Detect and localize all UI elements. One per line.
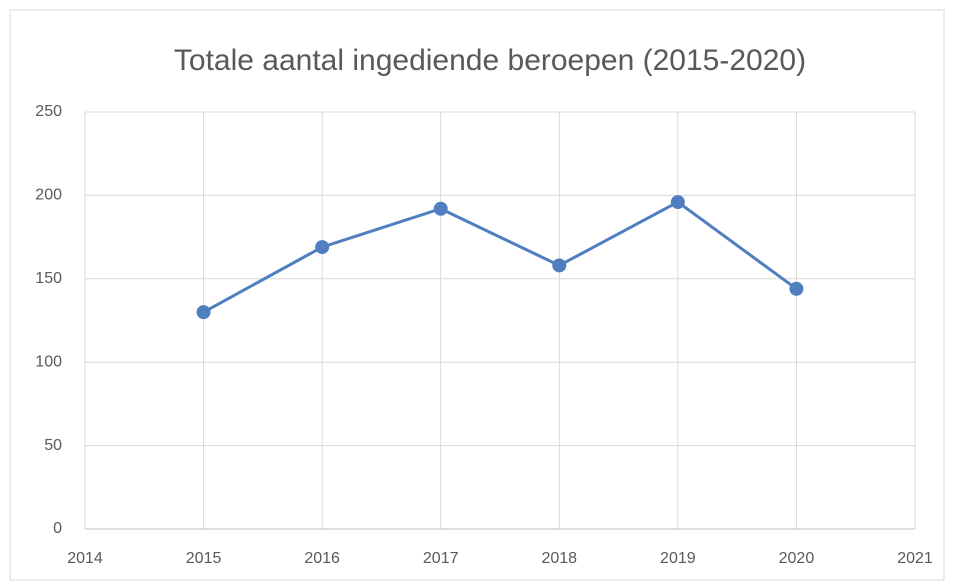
marker (196, 305, 211, 320)
marker (315, 240, 330, 255)
x-tick-label: 2015 (186, 550, 222, 567)
y-tick-label: 250 (35, 103, 62, 120)
chart-border (9, 9, 945, 581)
x-tick-label: 2021 (897, 550, 933, 567)
y-tick-label: 200 (35, 187, 62, 204)
x-tick-label: 2014 (67, 550, 103, 567)
marker (789, 281, 804, 296)
x-tick-label: 2019 (660, 550, 696, 567)
x-tick-label: 2020 (779, 550, 815, 567)
x-tick-label: 2016 (304, 550, 340, 567)
marker (670, 195, 685, 210)
x-tick-label: 2018 (541, 550, 577, 567)
chart-title: Totale aantal ingediende beroepen (2015-… (174, 44, 806, 77)
marker (552, 258, 567, 273)
y-tick-label: 100 (35, 353, 62, 370)
y-tick-label: 150 (35, 270, 62, 287)
x-tick-label: 2017 (423, 550, 459, 567)
marker (433, 201, 448, 216)
line (202, 200, 798, 314)
y-tick-label: 0 (53, 520, 62, 537)
y-tick-label: 50 (44, 437, 62, 454)
